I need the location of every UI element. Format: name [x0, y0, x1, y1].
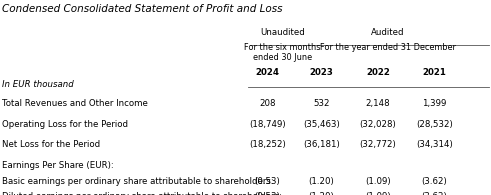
Text: In EUR thousand: In EUR thousand: [2, 80, 74, 89]
Text: Unaudited: Unaudited: [260, 28, 305, 37]
Text: (0.53): (0.53): [255, 192, 280, 195]
Text: (3.62): (3.62): [422, 192, 447, 195]
Text: Basic earnings per ordinary share attributable to shareholders:: Basic earnings per ordinary share attrib…: [2, 177, 274, 186]
Text: 208: 208: [259, 99, 276, 108]
Text: (1.20): (1.20): [309, 177, 334, 186]
Text: 2024: 2024: [256, 68, 279, 77]
Text: (1.09): (1.09): [365, 177, 391, 186]
Text: For the year ended 31 December: For the year ended 31 December: [320, 43, 456, 52]
Text: 2021: 2021: [423, 68, 446, 77]
Text: Audited: Audited: [371, 28, 405, 37]
Text: 2,148: 2,148: [366, 99, 390, 108]
Text: 532: 532: [313, 99, 330, 108]
Text: Earnings Per Share (EUR):: Earnings Per Share (EUR):: [2, 161, 114, 170]
Text: Net Loss for the Period: Net Loss for the Period: [2, 140, 101, 149]
Text: (18,749): (18,749): [249, 120, 286, 129]
Text: (35,463): (35,463): [303, 120, 340, 129]
Text: (34,314): (34,314): [416, 140, 453, 149]
Text: (0.53): (0.53): [255, 177, 280, 186]
Text: (1.09): (1.09): [365, 192, 391, 195]
Text: (36,181): (36,181): [303, 140, 340, 149]
Text: 2023: 2023: [310, 68, 333, 77]
Text: Condensed Consolidated Statement of Profit and Loss: Condensed Consolidated Statement of Prof…: [2, 4, 283, 14]
Text: (1.20): (1.20): [309, 192, 334, 195]
Text: 2022: 2022: [366, 68, 390, 77]
Text: Diluted earnings per ordinary share attributable to shareholders:: Diluted earnings per ordinary share attr…: [2, 192, 282, 195]
Text: (3.62): (3.62): [422, 177, 447, 186]
Text: (32,772): (32,772): [360, 140, 396, 149]
Text: (32,028): (32,028): [360, 120, 396, 129]
Text: (18,252): (18,252): [249, 140, 286, 149]
Text: Total Revenues and Other Income: Total Revenues and Other Income: [2, 99, 148, 108]
Text: For the six months
ended 30 June: For the six months ended 30 June: [244, 43, 321, 62]
Text: (28,532): (28,532): [416, 120, 453, 129]
Text: Operating Loss for the Period: Operating Loss for the Period: [2, 120, 129, 129]
Text: 1,399: 1,399: [422, 99, 447, 108]
